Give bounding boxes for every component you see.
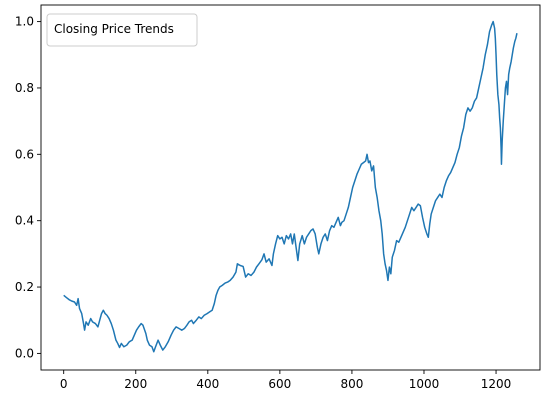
y-tick-label: 0.2 — [15, 280, 34, 294]
series-line-0 — [63, 20, 518, 353]
y-tick-label: 0.8 — [15, 81, 34, 95]
x-tick-label: 600 — [268, 377, 291, 391]
legend: Closing Price Trends — [46, 13, 198, 47]
x-tick-label: 200 — [124, 377, 147, 391]
y-tick-label: 1.0 — [15, 15, 34, 29]
y-tick-label: 0.6 — [15, 147, 34, 161]
legend-entry-label: Closing Price Trends — [54, 22, 174, 36]
y-axis: 0.0 0.2 0.4 0.6 0.8 1.0 — [15, 15, 41, 360]
y-tick-label: 0.0 — [15, 346, 34, 360]
y-tick-label: 0.4 — [15, 214, 34, 228]
x-axis: 0 200 400 600 800 1000 1200 — [60, 370, 511, 391]
axes-frame — [40, 4, 541, 371]
x-tick-label: 1000 — [409, 377, 440, 391]
x-tick-label: 0 — [60, 377, 68, 391]
x-tick-label: 400 — [196, 377, 219, 391]
legend-box — [46, 13, 198, 47]
series-layer — [63, 20, 518, 353]
x-tick-label: 800 — [340, 377, 363, 391]
plot-area — [41, 5, 540, 370]
x-tick-label: 1200 — [481, 377, 512, 391]
